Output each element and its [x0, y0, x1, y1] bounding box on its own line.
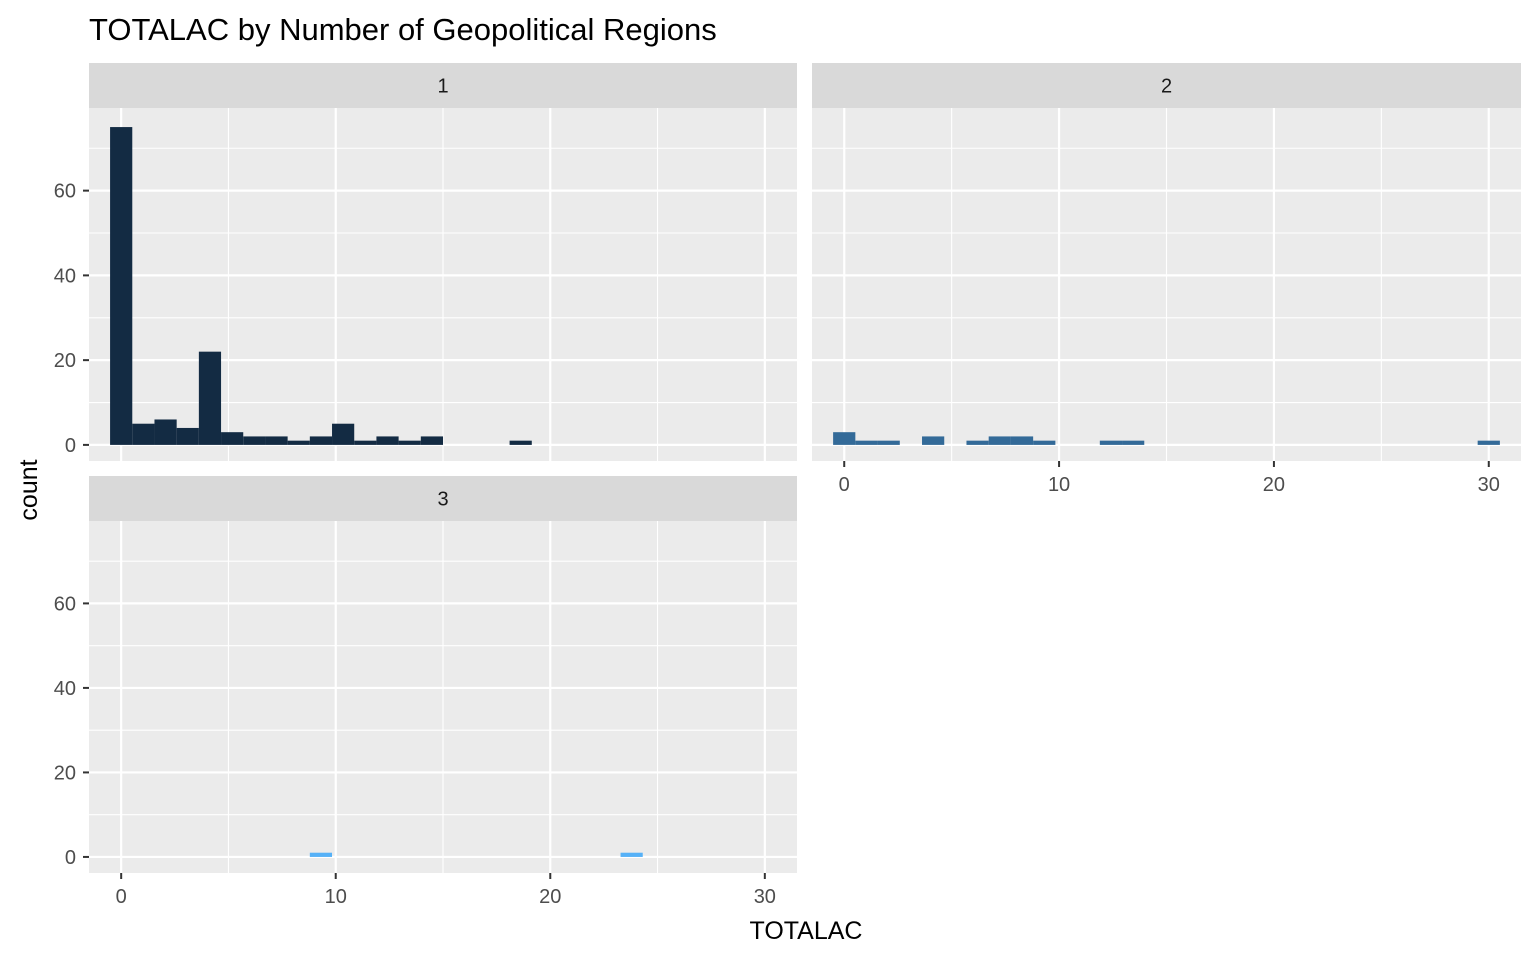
histogram-bar: [287, 440, 310, 445]
y-axis-title: count: [15, 459, 43, 520]
x-tick-label: 30: [754, 886, 776, 908]
y-tick-label: 40: [54, 678, 76, 700]
facet-panel-1: 1 0 20 40 60: [54, 63, 797, 461]
histogram-bar: [398, 440, 421, 445]
histogram-bar: [309, 852, 333, 857]
facet-strip-label: 2: [1161, 76, 1172, 98]
histogram-bar: [877, 440, 900, 445]
histogram-bar: [176, 427, 199, 445]
x-axis-title: TOTALAC: [750, 917, 863, 945]
x-tick-label: 0: [839, 474, 850, 496]
x-tick-label: 0: [116, 886, 127, 908]
y-tick-label: 60: [54, 181, 76, 203]
y-tick-label: 20: [54, 762, 76, 784]
histogram-bar: [354, 440, 377, 445]
histogram-bar: [243, 436, 266, 445]
facet-strip: [89, 63, 797, 108]
histogram-bar: [332, 423, 355, 445]
facet-strip-label: 1: [437, 76, 448, 98]
histogram-bar: [833, 432, 856, 445]
facet-strip: [89, 476, 797, 521]
x-tick-label: 20: [1263, 474, 1285, 496]
x-tick-label: 30: [1478, 474, 1500, 496]
histogram-bar: [376, 436, 399, 445]
histogram-bar: [1477, 440, 1500, 445]
histogram-bar: [1033, 440, 1056, 445]
histogram-bar: [1010, 436, 1034, 445]
histogram-bar: [309, 436, 333, 445]
y-tick-label: 60: [54, 593, 76, 615]
histogram-bar: [221, 432, 244, 445]
y-tick-label: 20: [54, 350, 76, 372]
x-tick-label: 10: [1048, 474, 1070, 496]
histogram-bar: [509, 440, 532, 445]
histogram-bar: [620, 852, 643, 857]
histogram-bar: [198, 351, 222, 445]
histogram-bar: [855, 440, 878, 445]
y-tick-label: 0: [65, 435, 76, 457]
facet-strip: [812, 63, 1521, 108]
histogram-bar: [966, 440, 989, 445]
histogram-bar: [1122, 440, 1145, 445]
histogram-bar: [1099, 440, 1123, 445]
facet-panel-2: 20 10 20 30: [812, 63, 1521, 496]
histogram-bar: [988, 436, 1011, 445]
x-tick-label: 20: [539, 886, 561, 908]
histogram-bar: [154, 419, 177, 445]
chart-title: TOTALAC by Number of Geopolitical Region…: [89, 12, 717, 47]
histogram-bar: [110, 127, 133, 445]
histogram-bar: [420, 436, 444, 445]
histogram-bar: [922, 436, 945, 445]
y-tick-label: 0: [65, 847, 76, 869]
histogram-bar: [132, 423, 155, 445]
histogram-bar: [265, 436, 288, 445]
facet-strip-label: 3: [437, 489, 448, 511]
y-tick-label: 40: [54, 265, 76, 287]
x-tick-label: 10: [325, 886, 347, 908]
